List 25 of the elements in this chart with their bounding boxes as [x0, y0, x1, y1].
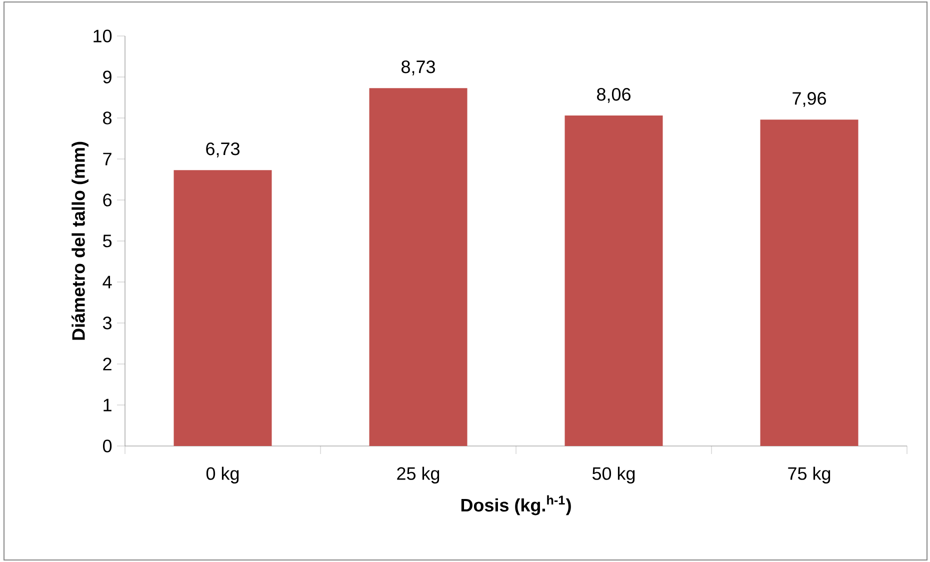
y-tick-label: 7 [103, 152, 112, 166]
y-tick-label: 1 [104, 398, 112, 412]
y-tick-label: 9 [103, 70, 112, 84]
bar [369, 88, 468, 446]
x-tick-label: 25 kg [397, 466, 440, 484]
y-tick-label: 2 [103, 358, 112, 370]
y-tick-label: 0 [102, 440, 112, 452]
bar [760, 120, 858, 446]
data-label: 8,73 [402, 60, 435, 76]
y-tick-label: 8 [103, 112, 112, 124]
y-tick-label: 10 [94, 30, 112, 42]
bar [564, 116, 663, 446]
x-tick-label: 75 kg [788, 466, 830, 484]
data-label: 8,06 [597, 88, 630, 103]
y-axis-title: Diámetro del tallo (mm) [72, 142, 88, 340]
y-tick-label: 4 [102, 276, 112, 288]
y-tick-label: 3 [102, 316, 112, 330]
y-tick-label: 5 [102, 234, 112, 248]
x-tick-label: 0 kg [206, 466, 239, 484]
data-label: 7,96 [792, 92, 826, 107]
data-label: 6,73 [206, 142, 240, 158]
y-tick-label: 6 [103, 194, 112, 206]
x-axis-title: Dosis (kg.$^{h-1}$) [461, 495, 571, 516]
bar [174, 170, 272, 446]
x-tick-label: 50 kg [592, 466, 635, 484]
